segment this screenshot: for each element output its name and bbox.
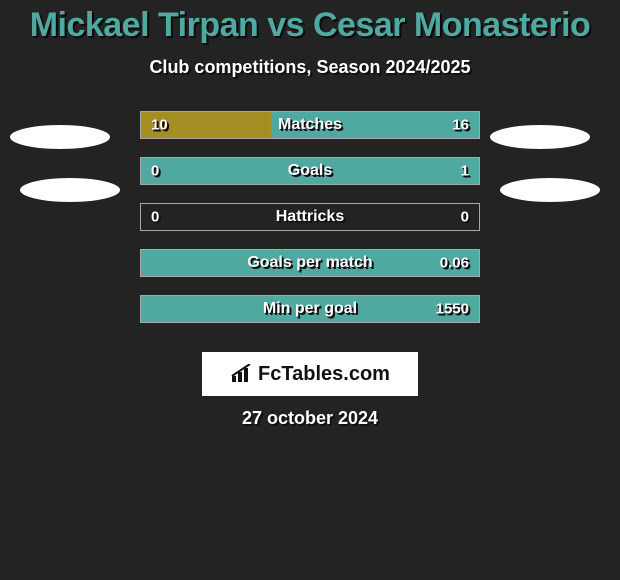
bar-track: 0.06Goals per match <box>140 249 480 277</box>
stat-row: 0 0Hattricks <box>0 194 620 240</box>
comparison-card: Mickael Tirpan vs Cesar Monasterio Club … <box>0 0 620 580</box>
value-left: 0 <box>151 163 159 180</box>
metric-label: Hattricks <box>141 208 479 226</box>
fctables-logo-link[interactable]: FcTables.com <box>202 352 418 396</box>
bar-right <box>271 112 479 138</box>
value-right: 16 <box>452 117 469 134</box>
stat-row: 01Goals <box>0 148 620 194</box>
bar-right <box>141 250 479 276</box>
value-right: 1 <box>461 163 469 180</box>
stat-row: 1550Min per goal <box>0 286 620 332</box>
bar-track: 0 0Hattricks <box>140 203 480 231</box>
value-right: 0.06 <box>440 255 469 272</box>
bar-track: 1550Min per goal <box>140 295 480 323</box>
value-left: 10 <box>151 117 168 134</box>
stat-row: 1016Matches <box>0 102 620 148</box>
bar-right <box>141 158 479 184</box>
bar-right <box>141 296 479 322</box>
stat-row: 0.06Goals per match <box>0 240 620 286</box>
value-left: 0 <box>151 209 159 226</box>
logo-text: FcTables.com <box>258 363 390 386</box>
snapshot-date: 27 october 2024 <box>0 408 620 429</box>
page-title: Mickael Tirpan vs Cesar Monasterio <box>0 0 620 51</box>
stat-rows: 1016Matches01Goals00Hattricks0.06Goals p… <box>0 102 620 332</box>
value-right: 1550 <box>436 301 469 318</box>
bar-track: 1016Matches <box>140 111 480 139</box>
page-subtitle: Club competitions, Season 2024/2025 <box>0 51 620 102</box>
value-right: 0 <box>461 209 469 226</box>
bar-chart-icon <box>230 364 254 384</box>
bar-track: 01Goals <box>140 157 480 185</box>
fctables-logo: FcTables.com <box>230 363 390 386</box>
